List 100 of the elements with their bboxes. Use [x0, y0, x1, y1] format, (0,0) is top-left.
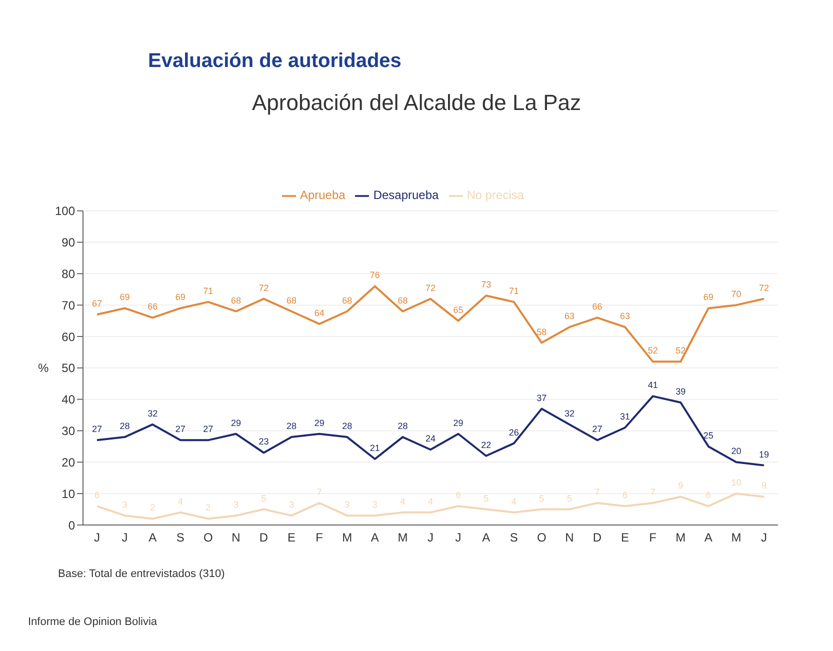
x-tick-label: A — [704, 530, 712, 545]
data-label: 25 — [703, 430, 714, 440]
text: Base: Total de entrevistados (310) — [58, 568, 225, 580]
data-label: 68 — [230, 295, 241, 306]
data-label: 7 — [594, 487, 600, 498]
x-tick-label: S — [176, 530, 184, 545]
data-label: 63 — [564, 311, 574, 322]
data-label: 3 — [122, 500, 128, 510]
data-label: 4 — [428, 496, 434, 506]
data-label: 6 — [706, 490, 711, 500]
legend-label: Desaprueba — [373, 188, 439, 202]
y-tick-label: 90 — [62, 236, 76, 250]
data-label: 32 — [564, 408, 574, 418]
data-label: 28 — [342, 421, 352, 432]
y-tick-label: 0 — [68, 518, 76, 532]
data-label: 3 — [233, 500, 238, 510]
x-tick-label: M — [398, 530, 408, 545]
data-label: 21 — [370, 443, 380, 454]
data-label: 26 — [508, 427, 519, 438]
data-label: 2 — [150, 502, 156, 513]
x-tick-label: M — [731, 530, 742, 545]
data-label: 67 — [92, 298, 102, 309]
x-tick-label: S — [510, 530, 518, 545]
data-label: 27 — [92, 424, 102, 434]
data-label: 4 — [178, 496, 183, 506]
data-label: 71 — [508, 286, 519, 296]
data-label: 65 — [453, 304, 464, 315]
data-label: 68 — [342, 295, 352, 306]
x-tick-label: M — [676, 530, 686, 545]
data-label: 22 — [481, 440, 492, 450]
chart-title: Evaluación de autoridades — [148, 50, 402, 73]
y-tick-label: 50 — [62, 361, 76, 376]
y-tick-label: 10 — [62, 486, 76, 501]
data-label: 32 — [148, 408, 158, 418]
data-label: 28 — [286, 421, 297, 432]
x-tick-label: A — [370, 530, 379, 545]
data-label: 66 — [592, 302, 602, 312]
x-tick-label: A — [482, 530, 490, 545]
data-label: 73 — [481, 280, 492, 290]
data-label: 27 — [592, 424, 602, 434]
x-tick-label: O — [536, 530, 546, 545]
x-tick-label: D — [592, 530, 602, 545]
data-label: 3 — [289, 500, 294, 510]
data-label: 39 — [676, 386, 686, 396]
data-label: 66 — [148, 302, 158, 312]
data-label: 5 — [261, 493, 266, 504]
data-label: 23 — [258, 436, 269, 447]
data-label: 29 — [230, 418, 241, 428]
x-tick-label: D — [259, 530, 268, 545]
data-label: 6 — [456, 490, 461, 500]
data-label: 5 — [484, 493, 489, 504]
data-label: 52 — [648, 346, 658, 356]
x-tick-label: J — [94, 530, 100, 545]
data-label: 28 — [120, 421, 130, 432]
data-label: 71 — [203, 286, 214, 296]
x-tick-label: N — [565, 530, 574, 545]
data-label: 64 — [314, 308, 324, 318]
data-label: 72 — [258, 282, 269, 293]
data-label: 7 — [650, 487, 656, 498]
data-label: 4 — [400, 496, 406, 506]
data-label: 69 — [120, 292, 130, 302]
data-label: 41 — [648, 380, 658, 390]
data-label: 29 — [314, 418, 324, 428]
data-label: 27 — [203, 424, 214, 434]
x-tick-label: E — [621, 530, 630, 545]
y-tick-label: 30 — [62, 424, 76, 438]
legend-label: Aprueba — [300, 188, 346, 202]
x-tick-label: O — [203, 530, 213, 545]
chart-subtitle: Aprobación del Alcalde de La Paz — [250, 90, 582, 116]
y-tick-label: 80 — [62, 266, 76, 281]
y-tick-label: 20 — [62, 455, 76, 470]
data-label: 3 — [344, 500, 350, 510]
data-label: 29 — [453, 418, 464, 428]
data-label: 63 — [620, 311, 630, 322]
data-label: 37 — [536, 392, 547, 403]
x-tick-label: J — [761, 530, 767, 545]
legend-label: No precisa — [466, 188, 524, 202]
data-label: 76 — [370, 270, 380, 280]
x-tick-label: E — [288, 530, 296, 545]
text: Informe de Opinion Bolivia — [28, 616, 158, 628]
x-tick-label: J — [428, 530, 434, 545]
data-label: 72 — [425, 282, 436, 293]
data-label: 24 — [425, 434, 436, 444]
data-label: 69 — [703, 292, 714, 302]
data-label: 27 — [175, 424, 186, 434]
data-label: 4 — [511, 496, 516, 506]
x-tick-label: N — [232, 530, 240, 545]
data-label: 5 — [566, 493, 572, 504]
x-tick-label: F — [649, 530, 657, 545]
data-label: 28 — [398, 421, 408, 432]
data-label: 20 — [731, 446, 742, 456]
y-tick-label: 100 — [54, 204, 76, 218]
y-tick-label: 70 — [62, 298, 76, 312]
x-tick-label: J — [455, 530, 462, 545]
x-tick-label: F — [316, 530, 324, 545]
data-label: 70 — [731, 289, 742, 300]
data-label: 5 — [539, 493, 544, 504]
data-label: 7 — [316, 487, 322, 498]
y-axis-title: % — [38, 361, 49, 376]
data-label: 52 — [676, 346, 686, 356]
